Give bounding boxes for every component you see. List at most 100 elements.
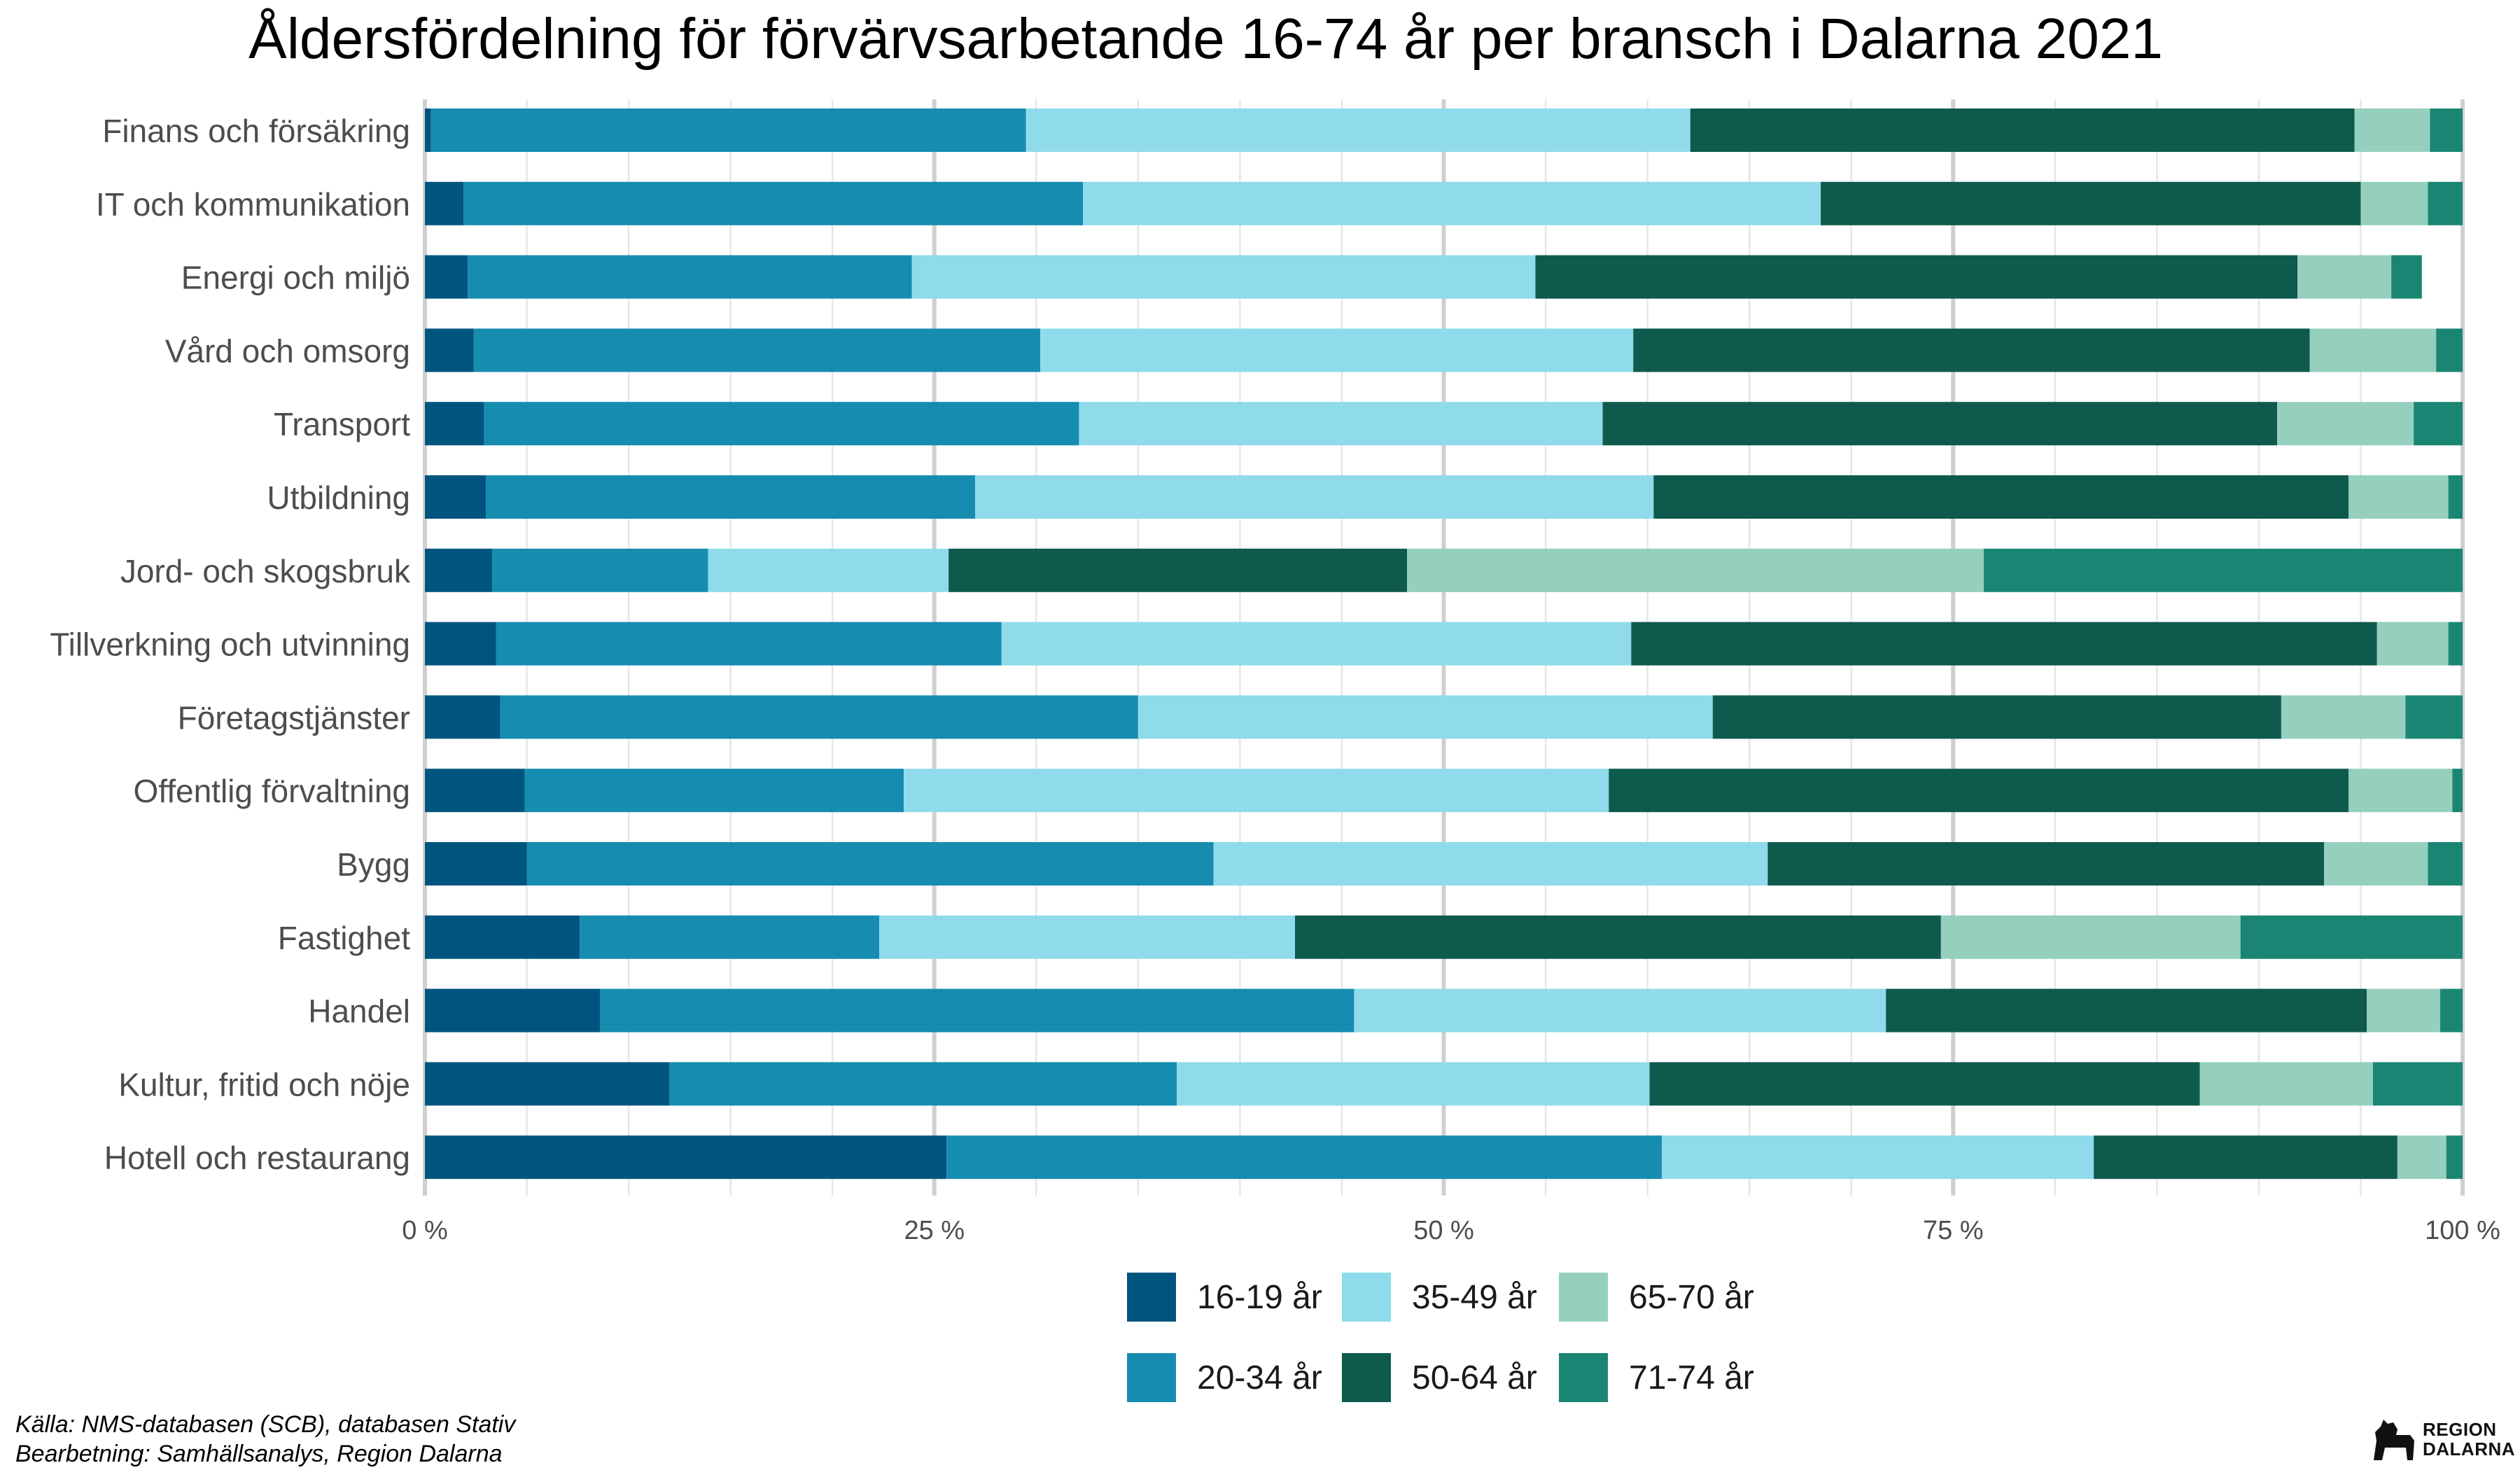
bar-segment — [1602, 402, 2278, 446]
bar-segment — [524, 769, 904, 813]
bar-segment — [425, 1135, 947, 1180]
legend-label: 20-34 år — [1197, 1359, 1322, 1396]
x-tick-labels: 0 % 25 % 50 % 75 % 100 % — [402, 1216, 2500, 1245]
category-label: Jord- och skogsbruk — [120, 553, 411, 589]
bar-segment — [948, 548, 1408, 592]
bar-segment — [2405, 695, 2463, 739]
bar-segment — [1653, 475, 2348, 519]
legend-label: 71-74 år — [1629, 1359, 1754, 1396]
bar-segment — [1001, 622, 1632, 666]
bar-segment — [430, 108, 1026, 152]
category-label: Bygg — [337, 846, 410, 883]
legend: 16-19 år 20-34 år 35-49 år 50-64 år 65-70 år… — [1127, 1273, 1792, 1406]
bar-segment — [2360, 181, 2428, 225]
bar-segment — [2376, 622, 2449, 666]
bar-segment — [2348, 475, 2449, 519]
bar-segment — [1649, 1062, 2200, 1106]
bar-segment — [1407, 548, 1984, 592]
bar-segment — [425, 402, 484, 446]
bars — [425, 108, 2463, 1180]
category-label: Fastighet — [278, 920, 410, 956]
bar-segment — [484, 402, 1079, 446]
bar-segment — [2094, 1135, 2398, 1180]
legend-swatch — [1342, 1353, 1391, 1402]
category-label: Finans och försäkring — [102, 113, 410, 149]
bar-segment — [425, 255, 468, 299]
bar-segment — [1633, 328, 2310, 372]
bar-segment — [500, 695, 1138, 739]
bar-segment — [425, 328, 474, 372]
bar-segment — [2448, 475, 2463, 519]
bar-segment — [468, 255, 912, 299]
bar-segment — [2297, 255, 2392, 299]
bar-segment — [1083, 181, 1821, 225]
bar-segment — [1026, 108, 1690, 152]
legend-swatch — [1127, 1273, 1176, 1322]
bar-segment — [1712, 695, 2281, 739]
category-label: Handel — [308, 993, 410, 1030]
region-logo: REGION DALARNA — [2370, 1414, 2515, 1464]
legend-label: 50-64 år — [1412, 1359, 1537, 1396]
bar-segment — [2397, 1135, 2446, 1180]
bar-segment — [425, 475, 486, 519]
bar-segment — [2436, 328, 2463, 372]
legend-swatch — [1342, 1273, 1391, 1322]
bar-segment — [1983, 548, 2463, 592]
bar-segment — [2446, 1135, 2463, 1180]
legend-item: 16-19 år — [1127, 1273, 1322, 1322]
bar-segment — [1294, 915, 1941, 959]
category-label: Transport — [274, 406, 410, 442]
bar-segment — [2372, 1062, 2463, 1106]
bar-segment — [463, 181, 1084, 225]
bar-segment — [974, 475, 1654, 519]
logo-text-dalarna: DALARNA — [2423, 1438, 2516, 1460]
bar-segment — [580, 915, 880, 959]
bar-segment — [669, 1062, 1177, 1106]
legend-item: 20-34 år — [1127, 1353, 1322, 1402]
bar-segment — [425, 695, 500, 739]
x-tick-label: 0 % — [402, 1216, 447, 1245]
bar-segment — [2309, 328, 2437, 372]
category-label: Utbildning — [267, 479, 410, 516]
bar-segment — [473, 328, 1041, 372]
legend-item: 50-64 år — [1342, 1353, 1537, 1402]
bar-segment — [1040, 328, 1634, 372]
category-labels: Finans och försäkring IT och kommunikatio… — [50, 113, 411, 1176]
legend-label: 65-70 år — [1629, 1278, 1754, 1316]
bar-segment — [2428, 181, 2463, 225]
source-caption: Källa: NMS-databasen (SCB), databasen St… — [15, 1410, 515, 1469]
bar-segment — [2452, 769, 2463, 813]
bar-segment — [1609, 769, 2348, 813]
bar-segment — [1079, 402, 1603, 446]
dalahorse-icon — [2374, 1420, 2414, 1460]
legend-label: 35-49 år — [1412, 1278, 1537, 1316]
bar-segment — [2448, 622, 2463, 666]
bar-segment — [1354, 988, 1886, 1032]
bar-segment — [425, 842, 527, 886]
bar-segment — [425, 1062, 670, 1106]
bar-segment — [425, 548, 493, 592]
bar-segment — [486, 475, 975, 519]
legend-swatch — [1559, 1353, 1608, 1402]
bar-segment — [1535, 255, 2298, 299]
bar-segment — [2348, 769, 2453, 813]
bar-segment — [1768, 842, 2325, 886]
bar-segment — [904, 769, 1609, 813]
x-tick-label: 100 % — [2425, 1216, 2500, 1245]
bar-segment — [2354, 108, 2430, 152]
legend-item: 71-74 år — [1559, 1353, 1754, 1402]
x-tick-label: 50 % — [1413, 1216, 1474, 1245]
legend-swatch — [1127, 1353, 1176, 1402]
category-label: Energi och miljö — [181, 260, 410, 296]
category-label: Företagstjänster — [178, 699, 410, 736]
legend-swatch — [1559, 1273, 1608, 1322]
bar-segment — [1631, 622, 2377, 666]
bar-segment — [492, 548, 708, 592]
category-label: Offentlig förvaltning — [134, 773, 411, 809]
bar-segment — [946, 1135, 1662, 1180]
legend-item: 65-70 år — [1559, 1273, 1754, 1322]
source-line: Källa: NMS-databasen (SCB), databasen St… — [15, 1411, 516, 1438]
bar-segment — [526, 842, 1214, 886]
bar-segment — [496, 622, 1002, 666]
